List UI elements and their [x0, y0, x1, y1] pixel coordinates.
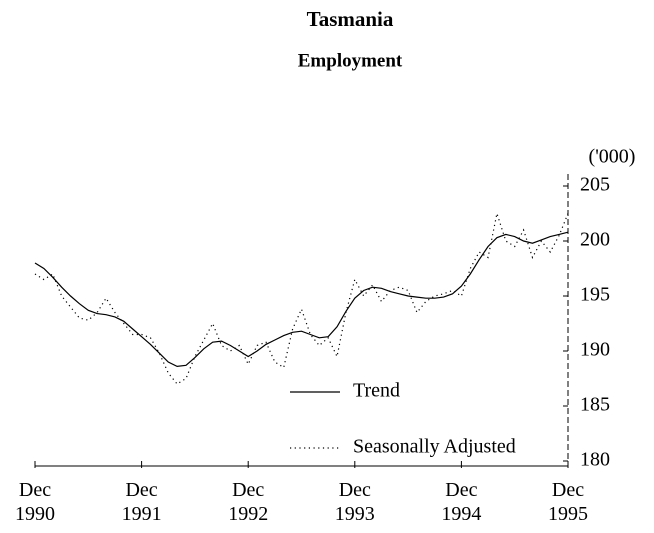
y-tick-label: 180 [580, 449, 610, 471]
y-unit: ('000) [589, 146, 636, 168]
x-tick-label: Dec 1995 [548, 479, 588, 525]
x-tick-label: Dec 1990 [15, 479, 55, 525]
x-tick-label: Dec 1994 [441, 479, 482, 525]
x-tick-label: Dec 1992 [228, 479, 269, 525]
series-line [34, 231, 569, 368]
y-tick-label: 205 [580, 174, 610, 196]
chart-subtitle: Employment [298, 50, 403, 71]
x-tick-label: Dec 1993 [334, 479, 375, 525]
series-line [34, 211, 569, 385]
legend-label: Trend [353, 380, 400, 402]
y-tick-label: 200 [580, 229, 610, 251]
chart-title: Tasmania [307, 7, 394, 31]
x-tick-label: Dec 1991 [121, 479, 162, 525]
y-tick-label: 190 [580, 339, 610, 361]
y-tick-label: 185 [580, 394, 610, 416]
y-tick-label: 195 [580, 284, 610, 306]
legend-label: Seasonally Adjusted [353, 436, 516, 458]
